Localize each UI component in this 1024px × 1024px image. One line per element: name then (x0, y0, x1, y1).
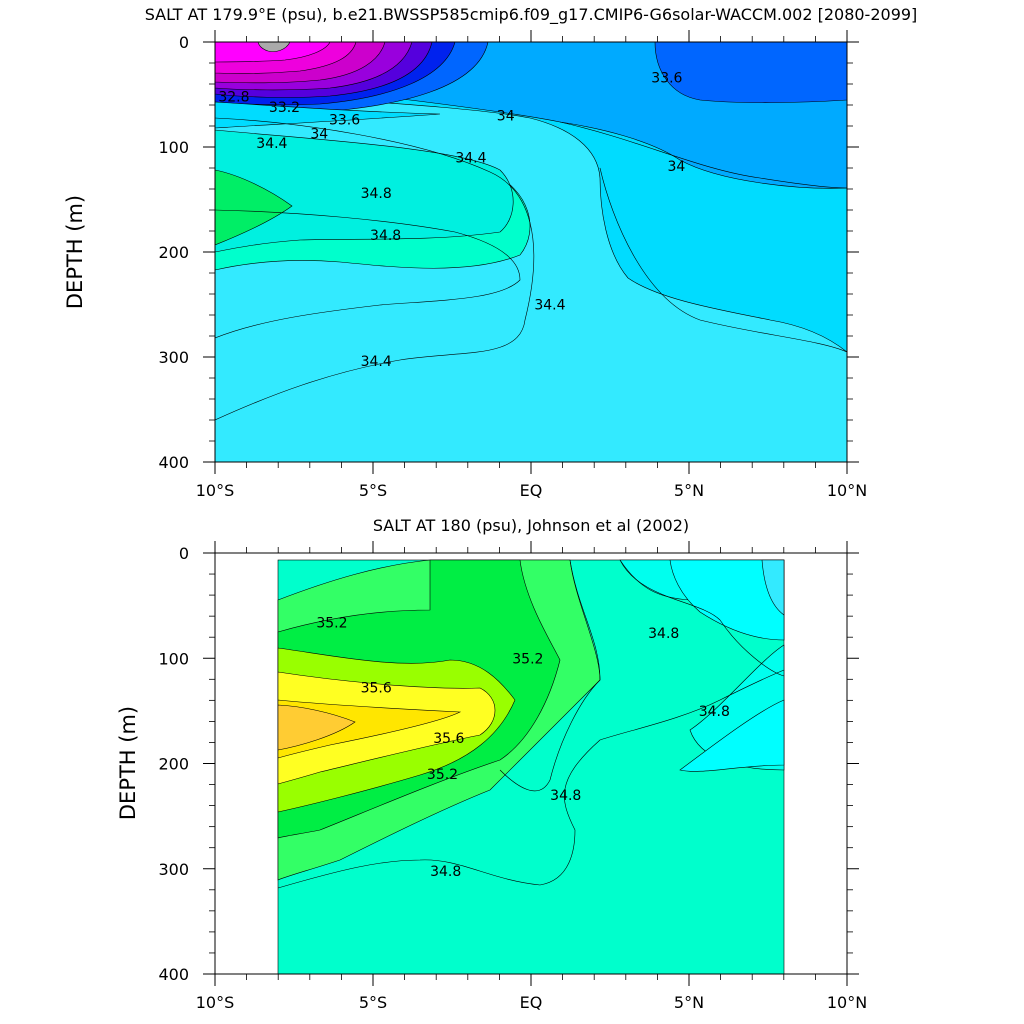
bottom-ylabel: DEPTH (m) (116, 706, 140, 820)
contour-label: 34.8 (648, 626, 679, 642)
y-tick-label: 0 (179, 544, 189, 563)
bot-fill-34.4 (669, 559, 785, 641)
contour-label: 34.4 (361, 354, 392, 370)
y-tick-label: 400 (158, 965, 189, 984)
top-fill-33.2n (654, 42, 847, 103)
x-tick-label: 5°S (359, 481, 387, 500)
contour-label: 34.8 (550, 788, 581, 804)
bottom-contour-fill (277, 559, 785, 974)
contour-label: 35.2 (316, 615, 347, 631)
contour-label: 33.6 (651, 71, 682, 87)
x-tick-label: EQ (520, 993, 543, 1012)
y-tick-label: 200 (158, 755, 189, 774)
x-tick-label: 10°S (196, 993, 235, 1012)
top-title: SALT AT 179.9°E (psu), b.e21.BWSSP585cmi… (145, 5, 918, 25)
contour-label: 34.4 (534, 298, 565, 314)
contour-label: 35.6 (433, 731, 464, 747)
y-tick-label: 100 (158, 138, 189, 157)
x-tick-label: 10°N (827, 481, 867, 500)
y-tick-label: 300 (158, 348, 189, 367)
top-fill-34.6 (215, 129, 514, 253)
y-tick-label: 400 (158, 453, 189, 472)
contour-label: 34.4 (455, 151, 486, 167)
bot-fill-34.4b (679, 699, 785, 772)
bottom-contour-lines (277, 559, 785, 889)
x-tick-label: 5°N (674, 993, 704, 1012)
bottom-axes: 0 100 200 300 400 10°S 5°S EQ 5°N 10°N (158, 541, 867, 1012)
x-tick-label: EQ (520, 481, 543, 500)
contour-label: 33.2 (269, 100, 300, 116)
y-tick-label: 300 (158, 860, 189, 879)
bottom-title: SALT AT 180 (psu), Johnson et al (2002) (373, 516, 689, 535)
contour-label: 34.8 (361, 186, 392, 202)
contour-label: 34 (667, 159, 685, 175)
top-fill-32.2 (215, 42, 331, 63)
top-panel: SALT AT 179.9°E (psu), b.e21.BWSSP585cmi… (63, 5, 917, 500)
top-axes: 0 100 200 300 400 10°S 5°S EQ 5°N 10°N (158, 30, 867, 500)
top-contour-lines (215, 117, 847, 421)
x-tick-label: 10°N (827, 993, 867, 1012)
x-tick-label: 10°S (196, 481, 235, 500)
contour-label: 35.2 (427, 767, 458, 783)
contour-label: 34.8 (699, 704, 730, 720)
bot-fill-35.8 (277, 704, 356, 751)
contour-label: 35.2 (512, 651, 543, 667)
top-ylabel: DEPTH (m) (63, 195, 87, 309)
x-tick-label: 5°N (674, 481, 704, 500)
top-fill-thermo (215, 101, 441, 129)
y-tick-label: 200 (158, 243, 189, 262)
top-contour-labels: 32.833.233.63434.43434.433.63434.834.834… (218, 71, 685, 371)
bot-fill-34.2 (761, 559, 785, 616)
contour-label: 35.6 (361, 681, 392, 697)
contour-label: 32.8 (218, 90, 249, 106)
y-tick-label: 100 (158, 649, 189, 668)
top-fill-35.0 (215, 169, 293, 246)
top-fill-core (257, 42, 291, 52)
contour-label: 34.8 (430, 864, 461, 880)
contour-label: 34.8 (370, 228, 401, 244)
contour-label: 34.4 (256, 136, 287, 152)
bottom-panel: SALT AT 180 (psu), Johnson et al (2002) (116, 516, 867, 1012)
x-tick-label: 5°S (359, 993, 387, 1012)
contour-label: 33.6 (329, 113, 360, 129)
y-tick-label: 0 (179, 33, 189, 52)
contour-label: 34 (497, 109, 515, 125)
top-contour-fill (215, 42, 847, 462)
contour-label: 34 (310, 126, 328, 142)
bottom-contour-labels: 35.2 34.8 35.2 35.6 34.8 35.6 35.2 34.8 34.8 (316, 615, 730, 879)
